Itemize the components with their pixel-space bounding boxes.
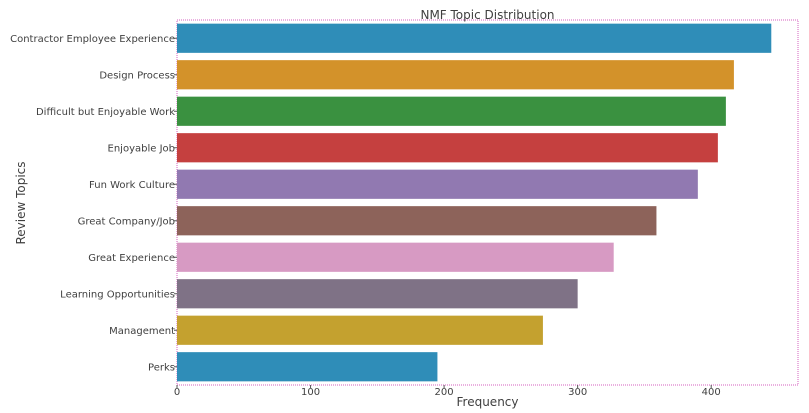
x-tick-label-3: 300 [568, 387, 587, 398]
x-tick-label-1: 100 [301, 387, 320, 398]
bars-group [177, 23, 772, 382]
category-label-9: Perks [148, 362, 175, 373]
x-tick-label-0: 0 [174, 387, 180, 398]
category-label-0: Contractor Employee Experience [10, 34, 175, 45]
bar-9 [177, 352, 438, 382]
bar-1 [177, 60, 734, 90]
category-label-7: Learning Opportunities [60, 289, 175, 300]
plot-area-frame [176, 19, 799, 386]
bar-2 [177, 96, 726, 126]
bar-5 [177, 206, 657, 236]
x-tick-label-2: 200 [435, 387, 454, 398]
bar-4 [177, 169, 698, 199]
category-labels-group: Contractor Employee Experience Design Pro… [10, 34, 177, 373]
bar-8 [177, 315, 543, 345]
x-axis-label: Frequency [457, 395, 519, 409]
chart-title: NMF Topic Distribution [420, 8, 554, 22]
category-label-1: Design Process [99, 70, 175, 81]
category-label-8: Management [109, 326, 175, 337]
bar-6 [177, 242, 614, 272]
category-label-4: Fun Work Culture [89, 180, 175, 191]
bar-7 [177, 279, 578, 309]
bar-0 [177, 23, 772, 53]
category-label-2: Difficult but Enjoyable Work [36, 107, 175, 118]
category-label-3: Enjoyable Job [108, 143, 175, 154]
category-label-5: Great Company/Job [78, 216, 175, 227]
category-label-6: Great Experience [88, 253, 175, 264]
x-tick-label-4: 400 [702, 387, 721, 398]
x-ticks-group: 0 100 200 300 400 [174, 385, 721, 398]
y-axis-label: Review Topics [14, 161, 28, 244]
bar-3 [177, 133, 718, 163]
